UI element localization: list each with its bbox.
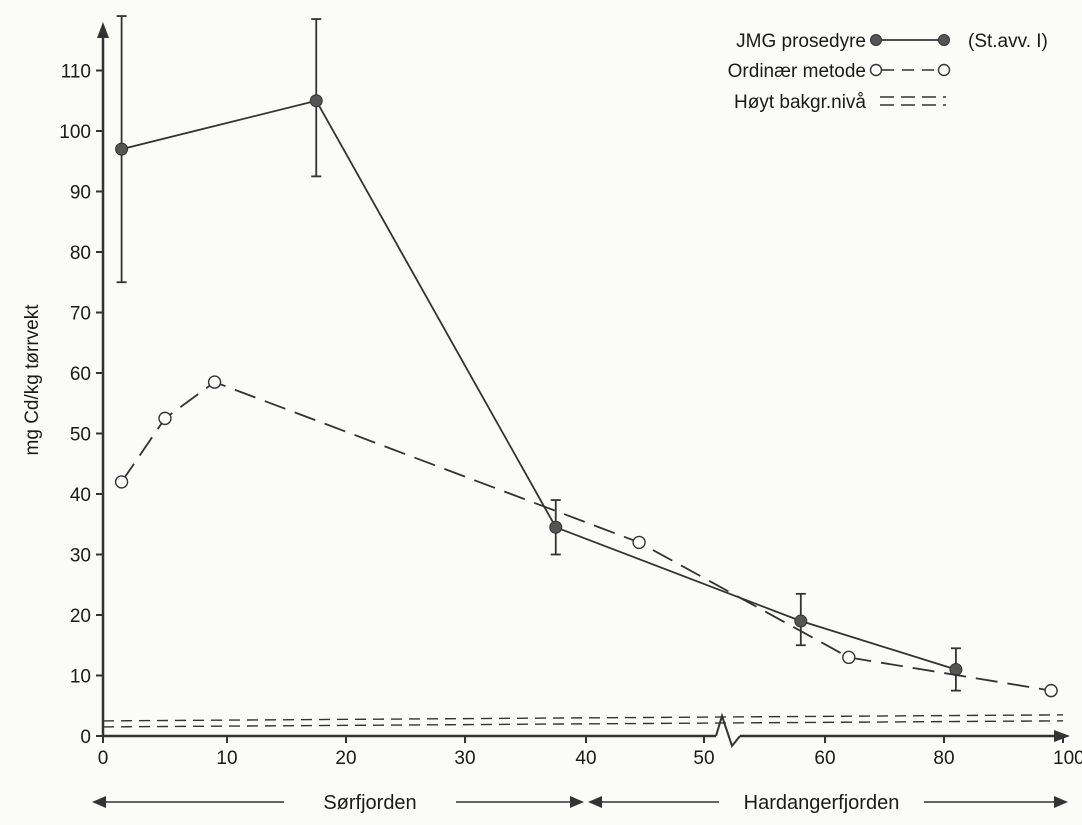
x-axis-ticks: 0 10 20 30 40 50 60 80 100 km <box>98 736 1082 769</box>
data-point <box>114 475 129 489</box>
data-point <box>632 535 646 550</box>
y-tick-label: 100 <box>59 122 91 143</box>
x-tick-label: 40 <box>575 748 596 769</box>
data-point <box>309 94 323 108</box>
y-tick-label: 0 <box>80 727 91 748</box>
y-axis-ticks: 0 10 20 30 40 50 60 70 80 90 100 110 <box>59 62 103 748</box>
data-point <box>1044 683 1058 698</box>
data-point <box>794 614 808 628</box>
series-1 <box>114 375 1058 698</box>
y-tick-label: 40 <box>70 485 91 506</box>
data-point <box>842 650 856 665</box>
y-tick-label: 20 <box>70 606 91 627</box>
region-arrowhead-right <box>570 796 584 808</box>
legend-marker <box>869 63 883 77</box>
y-tick-label: 30 <box>70 546 91 567</box>
legend: JMG prosedyre (St.avv. I) Ordinær metode Hø… <box>728 31 1048 113</box>
legend-label: JMG prosedyre <box>736 31 866 52</box>
region-arrowhead-left <box>588 796 602 808</box>
series-line <box>120 381 1052 692</box>
x-tick-label: 20 <box>335 748 356 769</box>
y-tick-label: 50 <box>70 425 91 446</box>
x-tick-label: 100 km <box>1053 748 1082 769</box>
y-tick-label: 70 <box>70 304 91 325</box>
region-label: Hardangerfjorden <box>744 792 900 814</box>
series-0 <box>115 15 963 692</box>
y-tick-label: 110 <box>61 62 91 83</box>
data-point <box>549 520 563 534</box>
axes <box>97 22 1070 749</box>
x-tick-label: 60 <box>814 748 835 769</box>
background-level-line <box>102 714 1064 722</box>
y-tick-label: 60 <box>70 364 91 385</box>
x-tick-label: 0 <box>98 748 109 769</box>
y-tick-label: 80 <box>70 243 91 264</box>
data-point <box>158 411 172 426</box>
x-tick-label: 50 <box>693 748 714 769</box>
region-arrowhead-right <box>1054 796 1068 808</box>
x-tick-label: 10 <box>216 748 237 769</box>
legend-note: (St.avv. I) <box>968 31 1048 52</box>
legend-marker <box>937 63 951 77</box>
legend-label: Ordinær metode <box>728 61 866 82</box>
y-tick-label: 90 <box>70 183 91 204</box>
region-label: Sørfjorden <box>323 792 416 814</box>
legend-label: Høyt bakgr.nivå <box>734 92 866 113</box>
plot-area <box>102 15 1064 728</box>
x-tick-label: 30 <box>454 748 475 769</box>
y-axis-label: mg Cd/kg tørrvekt <box>22 304 43 456</box>
x-axis-break <box>715 712 741 749</box>
data-point <box>115 142 129 156</box>
y-tick-label: 10 <box>70 667 91 688</box>
legend-marker <box>870 34 882 46</box>
y-axis-arrowhead <box>97 22 109 38</box>
region-arrows: Sørfjorden Hardangerfjorden <box>92 792 1068 814</box>
legend-marker <box>938 34 950 46</box>
background-level-line <box>102 720 1064 728</box>
x-tick-label: 80 <box>933 748 954 769</box>
series-line <box>121 99 957 671</box>
region-arrowhead-left <box>92 796 106 808</box>
data-point <box>207 375 222 389</box>
series-2 <box>102 714 1064 728</box>
